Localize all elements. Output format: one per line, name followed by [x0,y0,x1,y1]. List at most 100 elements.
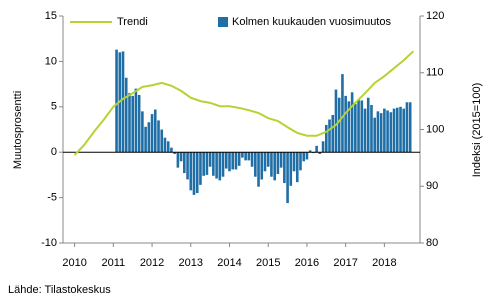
bar [224,152,228,169]
bar [341,74,344,153]
x-tick-label: 2016 [295,257,319,269]
bar [241,152,244,158]
bar [331,114,335,153]
bar [141,111,144,153]
bar [324,124,328,153]
bar [315,145,318,153]
bar [170,147,173,153]
bar [166,141,170,153]
bar [305,152,309,160]
bar [212,152,215,176]
x-tick-label: 2013 [179,257,203,269]
bar [147,122,151,153]
bar [395,107,399,153]
bar [405,102,409,153]
bar [389,112,393,153]
bar [254,152,257,177]
source: Lähde: Tilastokeskus [8,284,111,296]
bar [402,108,406,153]
bar [373,117,376,153]
bar [263,152,267,172]
bar [283,152,286,184]
bar [115,49,118,153]
bar [150,114,154,153]
y-tick-label: -10 [41,237,57,249]
y-tick-label: 15 [45,10,57,22]
x-tick-label: 2017 [333,257,357,269]
bar [195,152,199,194]
bar [234,152,238,170]
bar [289,152,293,186]
bar [160,129,164,153]
bar [163,137,167,153]
bar [124,77,128,153]
bar [179,152,183,162]
bar [318,152,322,155]
bar [360,100,364,153]
bar [383,108,386,153]
bar [257,152,260,187]
bar [354,104,357,153]
bar [337,97,341,153]
bar [183,152,186,174]
bar [137,94,141,153]
bar [408,102,412,153]
bar [295,152,299,183]
x-tick-label: 2014 [217,257,241,269]
bar [276,152,280,174]
bar [270,152,273,177]
x-tick-label: 2011 [102,257,126,269]
bar [347,101,351,153]
bar [379,113,383,153]
bar [199,152,202,185]
bar [376,111,380,153]
trend-line [73,50,415,156]
y-tick-label: 5 [51,101,57,113]
y2-tick-label: 100 [426,123,444,135]
bar [134,88,138,153]
bar [176,152,180,168]
x-tick-label: 2018 [372,257,396,269]
bar [328,119,331,153]
bar [302,152,306,162]
bar [157,120,160,153]
y-axis-label: Muutosprosentti [12,91,24,169]
bar [153,109,157,153]
y-tick-label: 0 [51,146,57,158]
bar [208,152,212,167]
bar [344,95,347,153]
bar [292,152,296,172]
y2-tick-label: 80 [426,237,438,249]
bar [221,152,225,177]
bar [237,152,241,166]
bar [186,152,189,180]
bar [357,99,360,153]
bar [321,141,325,153]
bar [273,152,276,181]
bar [334,89,338,153]
x-tick-label: 2015 [256,257,280,269]
bar [363,108,367,153]
bar [218,152,222,181]
bar [366,97,370,153]
bar [279,152,283,168]
bar [173,152,176,155]
bar [131,95,134,153]
x-tick-label: 2012 [140,257,164,269]
bar [215,152,218,179]
bar [228,152,231,172]
bar [350,92,354,153]
bar [121,51,125,153]
bar [189,152,193,191]
bar [299,152,302,171]
legend-swatch [218,17,228,27]
bar [399,106,402,153]
bar [266,152,270,167]
bar [370,104,373,153]
bar [308,150,312,153]
legend-label: Kolmen kuukauden vuosimuutos [232,16,391,28]
y-tick-label: -5 [47,192,57,204]
y-tick-label: 10 [45,55,57,67]
bar [202,152,205,176]
